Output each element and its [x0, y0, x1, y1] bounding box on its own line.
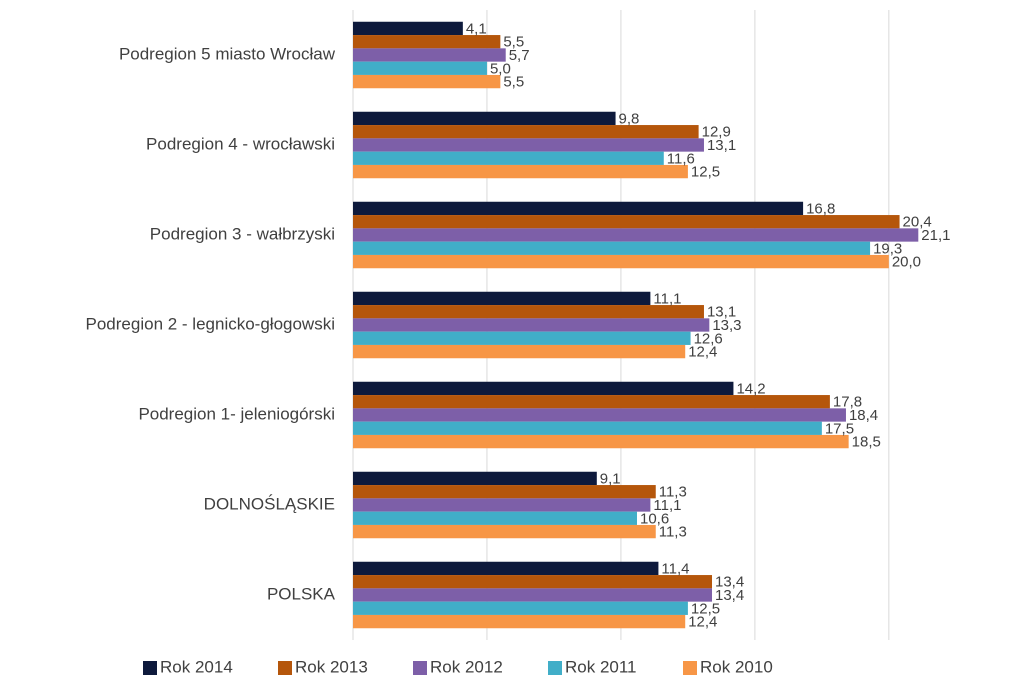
value-label: 11,4	[661, 560, 689, 577]
category-label: DOLNOŚLĄSKIE	[204, 494, 335, 513]
value-label: 12,5	[691, 164, 720, 181]
legend-swatch	[683, 661, 697, 675]
bar	[353, 511, 637, 525]
value-label: 11,1	[653, 290, 681, 307]
value-label: 14,2	[736, 380, 765, 397]
legend-label: Rok 2013	[295, 657, 368, 676]
value-label: 18,5	[852, 434, 881, 451]
bar	[353, 344, 686, 359]
bar	[353, 601, 688, 615]
value-label: 11,1	[653, 497, 681, 514]
value-label: 12,6	[694, 330, 723, 347]
value-label: 13,4	[715, 587, 744, 604]
bar	[353, 164, 688, 179]
value-label: 11,3	[659, 484, 687, 501]
value-label: 18,4	[849, 407, 878, 424]
bar	[353, 125, 699, 139]
bar	[353, 254, 889, 269]
value-label: 5,5	[503, 74, 524, 91]
value-label: 17,8	[833, 394, 862, 411]
bar	[353, 408, 846, 422]
bar	[353, 241, 871, 255]
value-label: 20,0	[892, 254, 921, 271]
value-label: 4,1	[466, 20, 487, 37]
legend-swatch	[143, 661, 157, 675]
category-label: POLSKA	[267, 584, 336, 603]
value-label: 21,1	[921, 227, 950, 244]
bar	[353, 395, 830, 409]
value-label: 20,4	[903, 214, 932, 231]
legend-swatch	[278, 661, 292, 675]
value-label: 5,7	[509, 47, 530, 64]
legend-label: Rok 2010	[700, 657, 773, 676]
bar	[353, 305, 704, 319]
legend-label: Rok 2011	[565, 657, 637, 676]
category-label: Podregion 4 - wrocławski	[146, 134, 335, 153]
bar	[353, 331, 691, 345]
value-label: 19,3	[873, 240, 902, 257]
legend-swatch	[548, 661, 562, 675]
value-label: 13,3	[712, 317, 741, 334]
value-label: 11,3	[659, 524, 687, 541]
bar	[353, 291, 651, 306]
bar	[353, 471, 597, 486]
value-label: 13,4	[715, 574, 744, 591]
bar	[353, 61, 487, 75]
bar	[353, 138, 704, 152]
value-label: 10,6	[640, 510, 669, 527]
value-label: 13,1	[707, 137, 736, 154]
value-label: 11,6	[667, 150, 695, 167]
value-label: 16,8	[806, 200, 835, 217]
bar	[353, 614, 686, 629]
bar	[353, 575, 713, 589]
bar	[353, 48, 506, 62]
value-label: 12,4	[688, 614, 717, 631]
category-label: Podregion 5 miasto Wrocław	[119, 44, 336, 63]
bar	[353, 524, 656, 539]
value-label: 13,1	[707, 304, 736, 321]
bar	[353, 201, 804, 216]
category-label: Podregion 1- jeleniogórski	[138, 404, 335, 423]
value-label: 5,0	[490, 60, 511, 77]
bar	[353, 561, 659, 576]
bar	[353, 381, 734, 396]
value-label: 12,5	[691, 600, 720, 617]
value-label: 9,1	[600, 470, 621, 487]
bar	[353, 421, 822, 435]
value-label: 12,4	[688, 344, 717, 361]
bar	[353, 434, 849, 449]
legend-swatch	[413, 661, 427, 675]
legend-label: Rok 2014	[160, 657, 233, 676]
bar	[353, 111, 616, 126]
category-label: Podregion 2 - legnicko-głogowski	[86, 314, 335, 333]
category-label: Podregion 3 - wałbrzyski	[150, 224, 335, 243]
bar	[353, 588, 713, 602]
value-label: 17,5	[825, 420, 854, 437]
bar	[353, 228, 919, 242]
value-label: 9,8	[619, 110, 640, 127]
bar	[353, 151, 664, 165]
bar	[353, 35, 501, 49]
value-label: 5,5	[503, 34, 524, 51]
legend-label: Rok 2012	[430, 657, 503, 676]
bar	[353, 215, 900, 229]
value-label: 12,9	[702, 124, 731, 141]
bar	[353, 21, 463, 36]
bar	[353, 74, 501, 89]
bar	[353, 485, 656, 499]
bar	[353, 498, 651, 512]
bar	[353, 318, 710, 332]
